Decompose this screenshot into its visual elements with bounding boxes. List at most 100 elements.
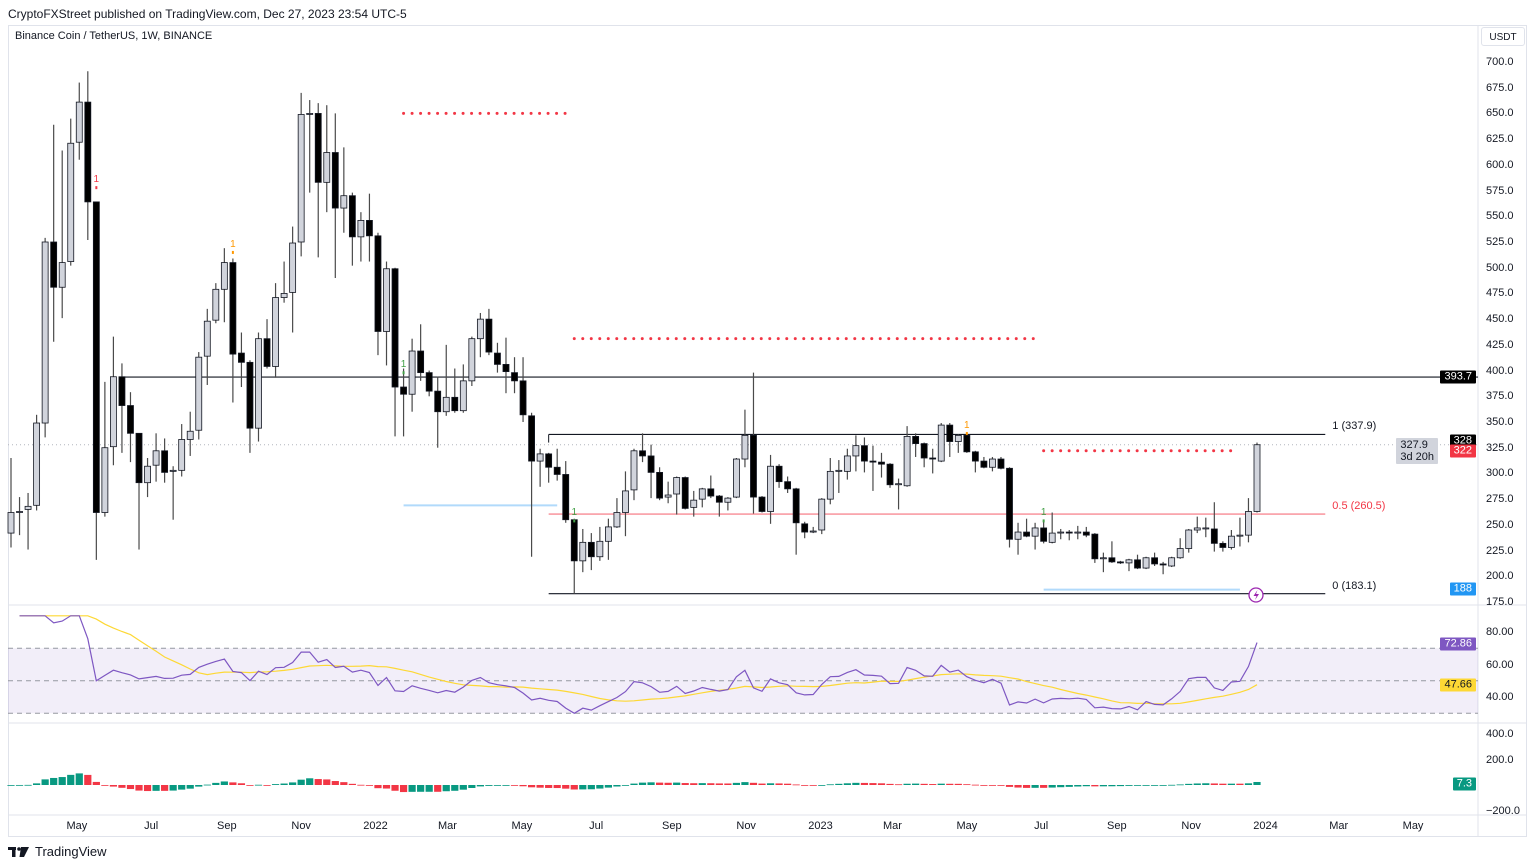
macd-bar (690, 783, 698, 785)
candle-bearish (127, 405, 134, 434)
candle-bullish (1048, 532, 1056, 543)
macd-tick: −200.0 (1486, 804, 1520, 817)
candle-bullish (1245, 511, 1252, 536)
macd-bar (280, 783, 288, 785)
candle-bullish (1185, 529, 1193, 549)
macd-bar (1082, 785, 1090, 787)
macd-bar (67, 774, 75, 785)
macd-bar (1202, 783, 1210, 785)
candle-bullish (110, 376, 117, 448)
time-tick: Sep (661, 820, 682, 832)
currency-button[interactable]: USDT (1481, 27, 1525, 46)
macd-bar (468, 785, 476, 788)
macd-bar (604, 785, 612, 788)
candle-bearish (920, 443, 928, 459)
fib-level-label: 0 (183.1) (1332, 579, 1377, 592)
macd-bar (707, 783, 715, 785)
price-tick: 525.0 (1486, 236, 1514, 248)
macd-bar (229, 782, 237, 785)
candle-bearish (570, 519, 578, 562)
macd-bar (809, 785, 817, 786)
macd-bar (152, 785, 160, 791)
macd-bar (1227, 783, 1235, 785)
candle-bullish (297, 114, 305, 243)
macd-bar (869, 783, 877, 785)
candle-bullish (698, 488, 706, 500)
price-tick: 575.0 (1486, 184, 1514, 197)
macd-bar (997, 785, 1005, 786)
macd-histogram (7, 773, 1261, 793)
candle-bullish (476, 318, 484, 340)
time-tick: Jul (144, 820, 159, 832)
time-tick: Mar (437, 820, 457, 832)
candle-bearish (792, 488, 800, 524)
candle-bearish (400, 386, 407, 395)
candle-bullish (41, 241, 49, 424)
candle-bullish (852, 445, 860, 457)
macd-bar (374, 785, 382, 789)
price-tick: 300.0 (1486, 467, 1514, 480)
macd-bar (365, 785, 374, 786)
candle-bearish (84, 101, 92, 203)
macd-bar (894, 784, 903, 786)
macd-bar (340, 782, 348, 785)
macd-bar (741, 782, 749, 785)
candle-bearish (647, 455, 655, 473)
time-tick: May (956, 820, 978, 832)
candle-bearish (1117, 561, 1124, 564)
macd-bar (442, 785, 450, 792)
signal-mark: 1 (964, 419, 970, 431)
candle-bearish (263, 338, 271, 367)
symbol-legend[interactable]: Binance Coin / TetherUS, 1W, BINANCE (15, 30, 213, 42)
macd-bar (545, 785, 553, 788)
candle-bearish (1006, 467, 1013, 540)
macd-bar (732, 782, 741, 785)
candle-bearish (861, 445, 868, 462)
candle-bullish (1031, 527, 1039, 537)
candle-bearish (1082, 531, 1090, 536)
price-tick: 175.0 (1486, 596, 1514, 608)
rsi-line (19, 615, 1258, 715)
candle-bearish (562, 474, 570, 521)
candle-bullish (220, 262, 228, 290)
price-tick: 375.0 (1486, 390, 1514, 403)
macd-bar (963, 784, 971, 786)
macd-bar (493, 785, 502, 786)
bar-countdown: 3d 20h (1400, 450, 1434, 463)
candle-bullish (989, 458, 996, 468)
macd-value-tag: 7.3 (1452, 777, 1476, 791)
macd-bar (1176, 784, 1184, 786)
rsi-ma-line (19, 615, 1258, 705)
candle-bearish (1210, 528, 1218, 544)
price-tick: 425.0 (1486, 338, 1514, 351)
candle-bearish (451, 396, 459, 412)
candle-bullish (442, 396, 450, 413)
macd-bar (562, 785, 570, 789)
candle-bullish (1253, 444, 1261, 512)
signal-mark-dot (95, 186, 98, 190)
signal-mark-dot (965, 431, 968, 435)
candle-bullish (255, 338, 262, 429)
macd-bar (1116, 785, 1125, 787)
candle-bullish (604, 526, 612, 542)
macd-bar (510, 785, 519, 786)
candle-bullish (596, 540, 604, 558)
price-tick: 250.0 (1486, 518, 1514, 531)
price-tick: 675.0 (1486, 81, 1514, 94)
price-axis-tag: 322 (1449, 444, 1476, 458)
macd-bar (621, 785, 630, 786)
macd-bar (459, 785, 467, 790)
lightning-alert-icon[interactable] (1248, 587, 1264, 603)
candle-bearish (963, 434, 971, 453)
price-tick: 700.0 (1486, 56, 1514, 68)
time-tick: May (66, 820, 88, 832)
price-tick: 475.0 (1486, 287, 1514, 300)
macd-bar (937, 783, 945, 785)
macd-bar (775, 783, 783, 785)
candle-bearish (758, 496, 766, 512)
candle-bearish (775, 465, 783, 483)
macd-bar (1168, 784, 1176, 786)
macd-bar (50, 777, 58, 785)
time-tick: 2024 (1253, 820, 1278, 832)
